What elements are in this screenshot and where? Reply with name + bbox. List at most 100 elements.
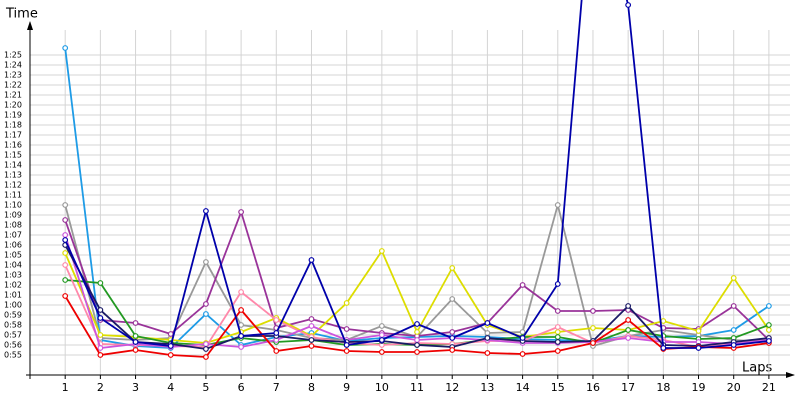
point [62,45,69,51]
point [590,308,596,314]
x-tick-label: 12 [445,381,459,394]
x-tick-label: 4 [167,381,174,394]
point [308,323,315,329]
point [484,320,491,326]
point [308,343,315,349]
point [167,331,174,337]
y-tick-label: 1:16 [4,141,22,150]
point [132,320,139,326]
y-tick-label: 1:00 [4,301,22,310]
point [554,329,561,335]
point [765,338,772,344]
x-tick-label: 2 [97,381,104,394]
point [238,209,245,215]
point [62,262,69,268]
point [273,348,280,354]
point [62,237,69,243]
point [730,275,737,281]
y-tick-label: 1:23 [4,71,22,80]
point [519,335,526,341]
y-axis-arrow [27,21,33,30]
point [238,322,245,328]
point [414,337,420,343]
point [62,217,69,223]
point [484,350,491,356]
y-tick-label: 1:17 [4,131,22,140]
y-tick-label: 0:57 [4,331,22,340]
point [132,333,139,339]
y-tick-label: 1:21 [4,91,22,100]
y-tick-label: 1:05 [4,251,22,260]
point [449,329,456,335]
y-tick-label: 1:02 [4,281,22,290]
x-tick-label: 13 [480,381,494,394]
y-tick-label: 0:55 [4,351,22,360]
y-tick-label: 1:10 [4,201,22,210]
point [590,340,596,346]
point [62,250,69,256]
point [273,317,280,323]
point [414,349,420,355]
point [238,344,245,350]
point [203,354,209,360]
point [203,301,209,307]
point [414,329,420,335]
point [554,281,561,287]
point [554,339,561,345]
grid [30,30,790,375]
point [765,322,772,328]
x-tick-label: 9 [343,381,350,394]
point [519,329,526,335]
point [660,345,667,351]
point [97,332,104,338]
y-tick-label: 0:59 [4,311,22,320]
point [730,303,737,309]
y-tick-label: 1:15 [4,151,22,160]
y-tick-label: 1:18 [4,121,22,130]
y-tick-label: 1:11 [4,191,22,200]
point [97,345,104,351]
point [62,232,69,238]
y-tick-label: 1:24 [4,61,22,70]
point [167,343,174,349]
point [97,315,104,321]
point [414,321,420,327]
point [554,348,561,354]
y-tick-label: 1:13 [4,171,22,180]
y-tick-label: 1:01 [4,291,22,300]
point [378,248,385,254]
point [554,334,561,340]
point [62,277,69,283]
point [765,327,772,333]
x-tick-label: 1 [62,381,69,394]
y-tick-label: 1:07 [4,231,22,240]
x-tick-label: 16 [586,381,600,394]
point [308,337,315,343]
point [308,316,315,322]
y-tick-label: 1:03 [4,271,22,280]
point [660,318,667,324]
point [343,300,350,306]
y-tick-label: 1:09 [4,211,22,220]
x-tick-label: 21 [762,381,776,394]
x-tick-label: 17 [621,381,635,394]
point [132,339,139,345]
series [62,0,772,351]
point [238,289,245,295]
point [97,280,104,286]
point [378,323,385,329]
point [449,296,456,302]
point [449,335,456,341]
point [343,342,350,348]
series [62,209,772,343]
x-tick-label: 15 [551,381,565,394]
point [343,326,350,332]
x-tick-label: 18 [656,381,670,394]
y-tick-label: 1:08 [4,221,22,230]
y-tick-label: 1:06 [4,241,22,250]
point [554,308,561,314]
point [378,332,385,338]
point [449,347,456,353]
point [97,307,104,313]
point [695,345,702,351]
